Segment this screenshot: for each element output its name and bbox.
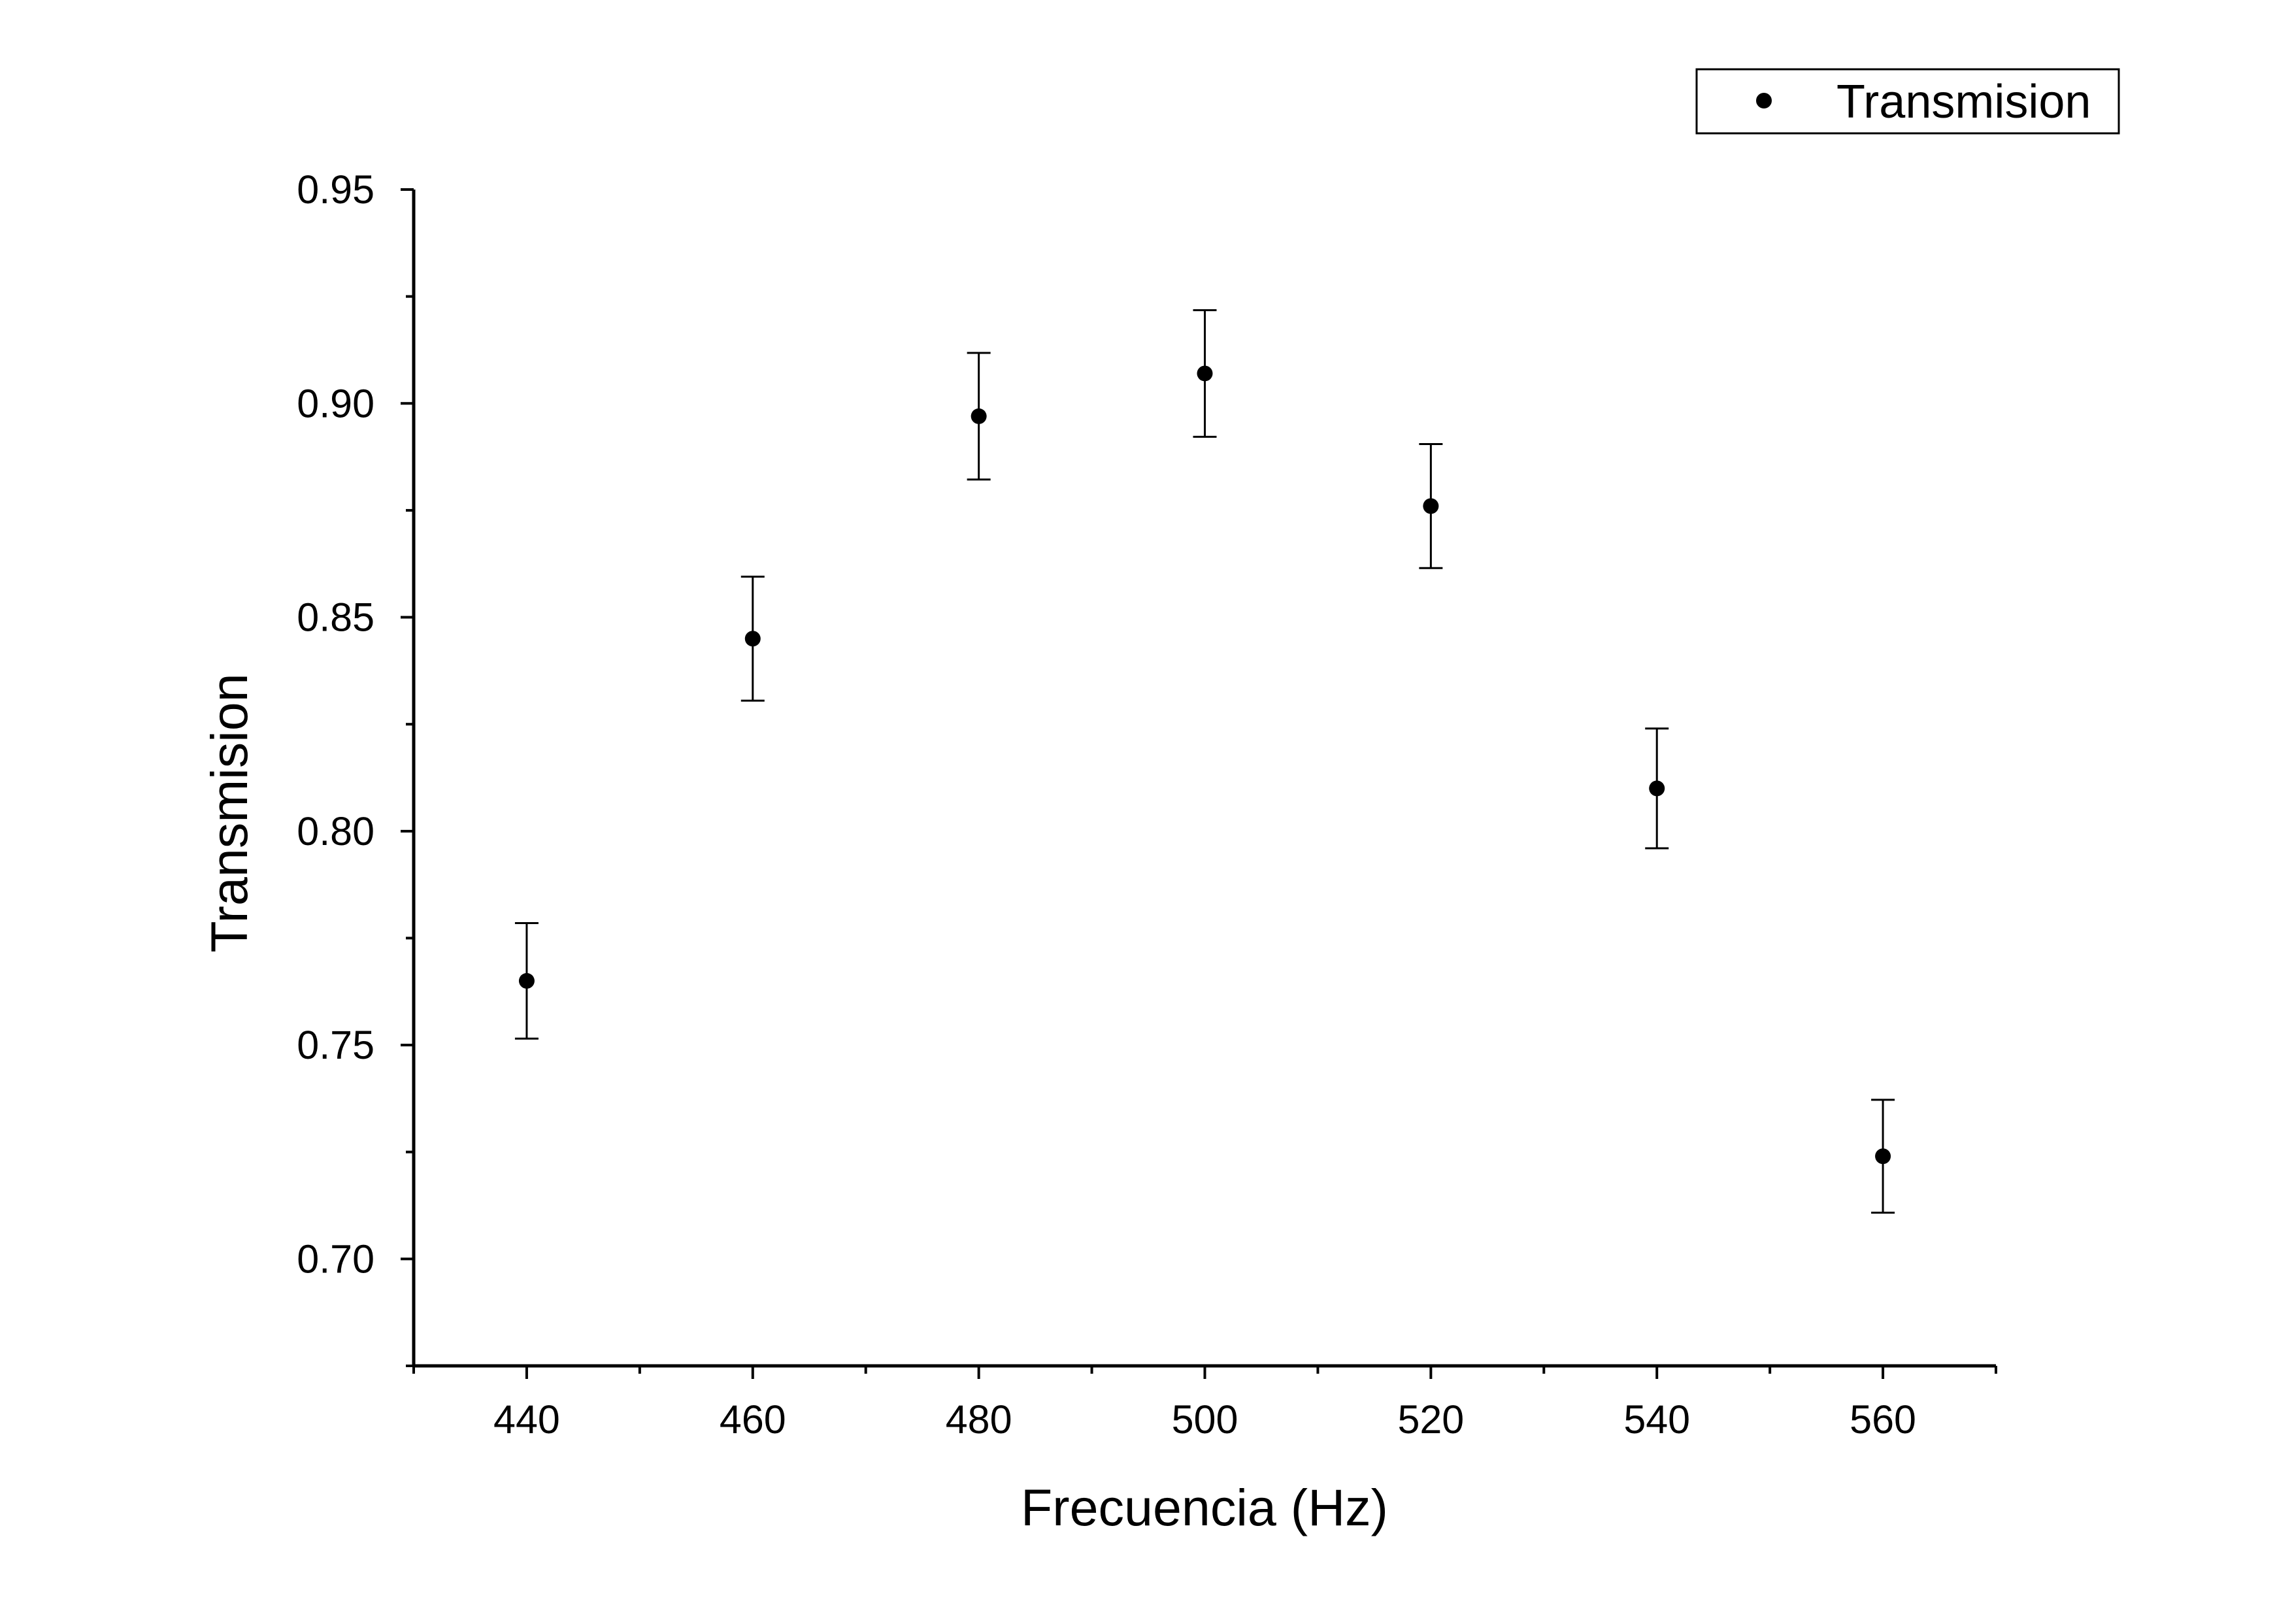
x-tick-label: 520 (1397, 1397, 1464, 1442)
y-tick-label: 0.95 (297, 167, 374, 212)
x-tick-label: 440 (493, 1397, 560, 1442)
y-tick-label: 0.75 (297, 1023, 374, 1067)
ticks: 440 460 480 500 520 540 560 0.70 0.75 0.80 0.85 0.9… (297, 167, 1997, 1442)
y-tick-label: 0.80 (297, 809, 374, 853)
x-tick-label: 540 (1623, 1397, 1690, 1442)
error-bars (514, 309, 1895, 1214)
data-point (1197, 365, 1213, 382)
legend-marker (1756, 93, 1772, 108)
data-point (744, 631, 761, 647)
data-point (1649, 780, 1665, 797)
y-tick-label: 0.70 (297, 1236, 374, 1281)
data-point (1423, 498, 1439, 514)
y-axis-label: Transmision (200, 673, 258, 952)
data-point (971, 408, 987, 424)
data-points (518, 365, 1891, 1165)
y-tick-label: 0.85 (297, 595, 374, 640)
x-tick-label: 560 (1850, 1397, 1916, 1442)
data-point (518, 972, 535, 989)
legend: Transmision (1695, 68, 2120, 135)
x-axis-label: Frecuencia (Hz) (1021, 1478, 1388, 1536)
x-tick-label: 500 (1172, 1397, 1238, 1442)
legend-label-transmision: Transmision (1836, 76, 2091, 128)
x-tick-label: 480 (946, 1397, 1012, 1442)
y-tick-label: 0.90 (297, 381, 374, 425)
x-tick-label: 460 (720, 1397, 786, 1442)
data-point (1875, 1148, 1891, 1165)
